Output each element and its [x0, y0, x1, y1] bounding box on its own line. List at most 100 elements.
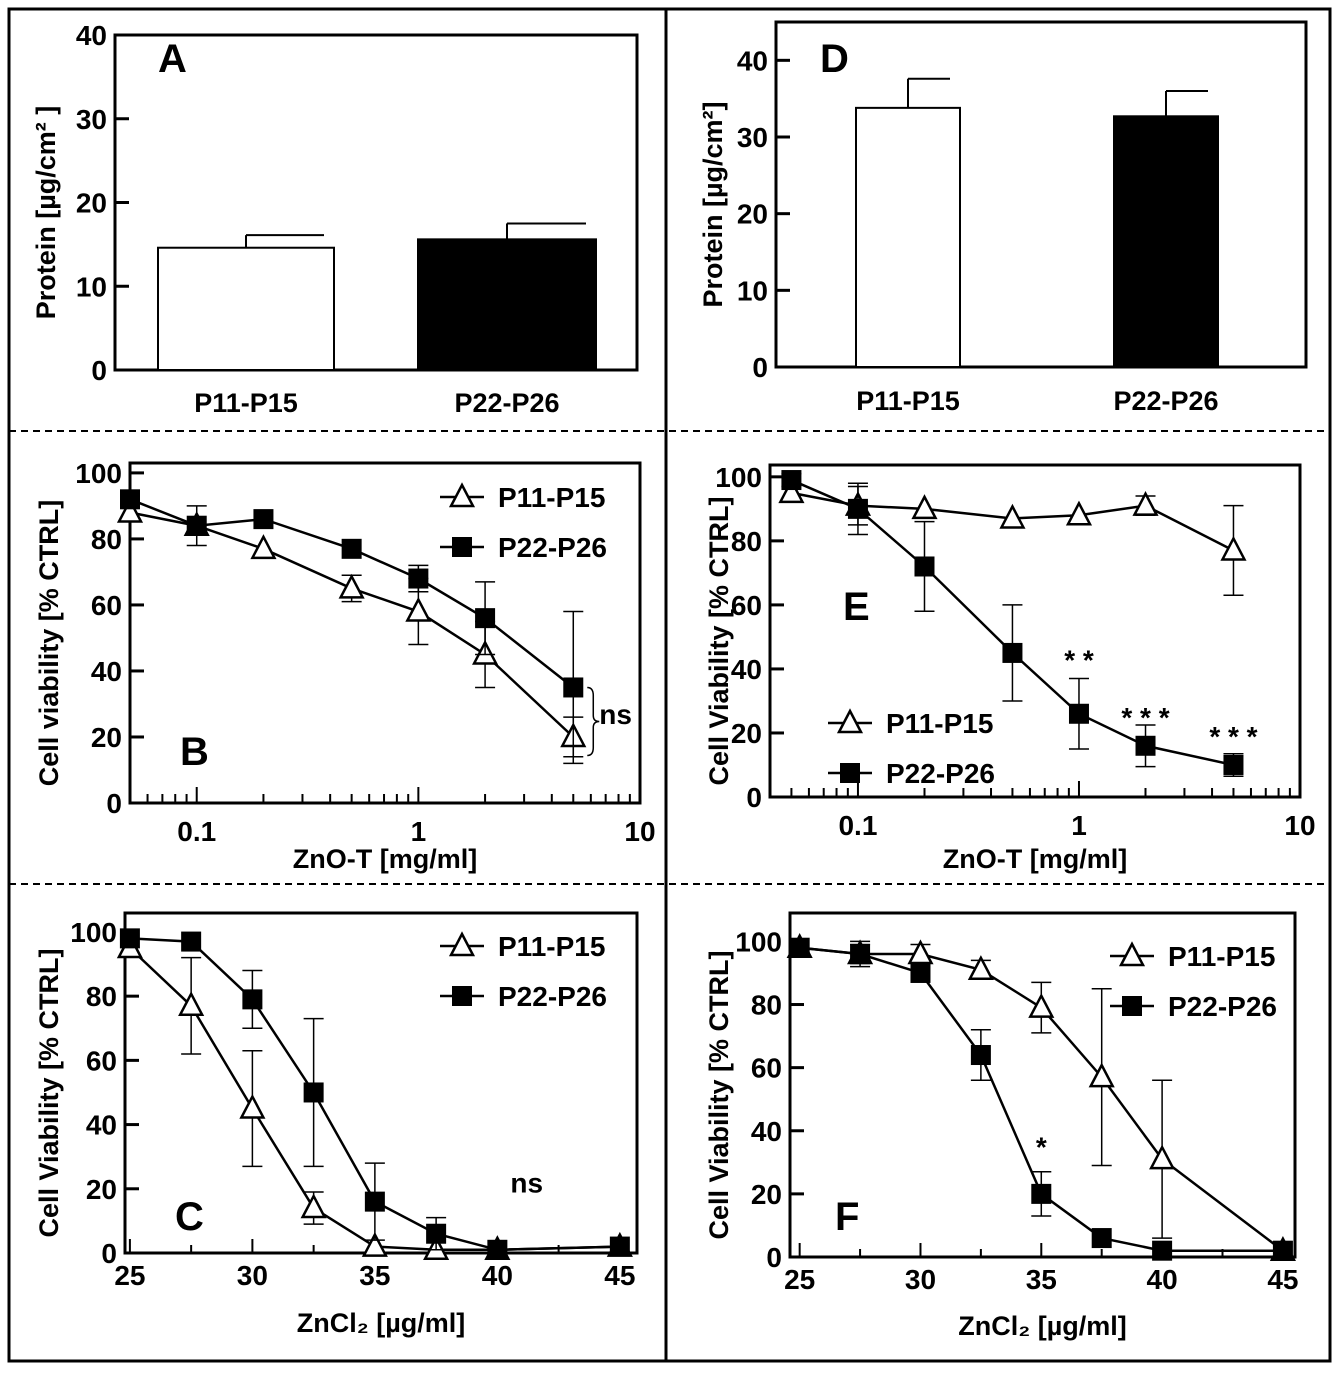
y-axis-label: Protein [µg/cm²] [698, 101, 728, 307]
data-point-square [120, 489, 140, 510]
series-line [799, 946, 1283, 1252]
x-tick-label: 40 [1147, 1264, 1178, 1295]
y-tick-label: 100 [75, 458, 122, 489]
y-tick-label: 40 [91, 656, 122, 687]
x-tick-label: 45 [604, 1260, 635, 1291]
data-point-triangle [250, 534, 277, 560]
bar [417, 238, 597, 371]
panel-letter: A [158, 37, 187, 81]
y-tick-label: 20 [91, 722, 122, 753]
data-point-triangle [778, 478, 805, 504]
y-tick-label: 20 [737, 199, 768, 230]
data-point-square [303, 1082, 324, 1103]
data-point-triangle [999, 503, 1026, 529]
data-point-square [1002, 642, 1023, 663]
x-axis-label: ZnO-T [mg/ml] [293, 844, 477, 874]
y-tick-label: 0 [752, 352, 768, 383]
y-tick-label: 40 [751, 1116, 782, 1147]
data-point-square [426, 1223, 447, 1244]
x-category-label: P22-P26 [454, 388, 559, 418]
y-tick-label: 10 [737, 275, 768, 306]
y-tick-label: 0 [101, 1238, 117, 1269]
data-point-triangle [1118, 941, 1146, 967]
data-point-square [253, 509, 274, 530]
data-point-square [181, 931, 202, 952]
y-axis-label: Cell Viability [% CTRL] [704, 496, 734, 785]
data-point-triangle [1149, 1144, 1176, 1170]
significance-bracket [587, 686, 600, 757]
data-point-triangle [911, 494, 938, 520]
y-tick-label: 100 [735, 926, 782, 957]
x-category-label: P22-P26 [1113, 386, 1218, 416]
y-tick-label: 80 [91, 524, 122, 555]
y-tick-label: 80 [751, 990, 782, 1021]
significance-annotation: * * * [1121, 702, 1169, 733]
plot-frame [774, 20, 1308, 369]
series-line [799, 946, 1284, 1252]
y-tick-label: 100 [70, 917, 117, 948]
data-point-square [1152, 1240, 1173, 1261]
y-tick-label: 60 [731, 590, 762, 621]
x-axis-label: ZnO-T [mg/ml] [943, 844, 1127, 874]
x-category-label: P11-P15 [856, 386, 960, 416]
legend-label: P11-P15 [498, 931, 605, 962]
y-tick-label: 40 [86, 1110, 117, 1141]
data-point-square [475, 608, 496, 629]
plot-frame [768, 463, 1302, 799]
data-point-square [609, 1236, 630, 1257]
data-point-triangle [178, 991, 205, 1017]
y-tick-label: 10 [76, 271, 107, 302]
y-tick-label: 60 [86, 1045, 117, 1076]
data-point-square [452, 537, 472, 557]
data-point-square [781, 470, 802, 491]
data-point-square [840, 763, 860, 783]
legend-label: P11-P15 [886, 708, 993, 739]
y-tick-label: 80 [731, 526, 762, 557]
data-point-square [487, 1239, 508, 1260]
bar [1113, 115, 1219, 368]
series-line [129, 937, 620, 1252]
y-tick-label: 0 [106, 788, 122, 819]
y-tick-label: 80 [86, 981, 117, 1012]
significance-annotation: ns [510, 1167, 543, 1198]
data-point-square [914, 556, 935, 577]
y-axis-label: Cell Viability [% CTRL] [704, 950, 734, 1239]
data-point-square [970, 1045, 991, 1066]
x-axis-label: ZnCl₂ [µg/ml] [958, 1311, 1127, 1341]
bar [157, 246, 335, 372]
legend-label: P22-P26 [498, 981, 607, 1012]
x-tick-label: 25 [784, 1264, 815, 1295]
panel-A: 0 10 20 30 40 Protein [µg/cm² ] A P11-P15 P22-P2… [31, 20, 639, 418]
significance-annotation: * [1036, 1132, 1047, 1163]
data-point-square [1031, 1183, 1052, 1204]
panel-letter: F [835, 1195, 859, 1239]
x-tick-label: 30 [237, 1260, 268, 1291]
data-point-square [452, 986, 472, 1006]
data-point-triangle [1065, 500, 1093, 526]
x-tick-label: 0.1 [177, 816, 216, 847]
y-tick-label: 40 [76, 20, 107, 51]
series-P22-P26 [119, 928, 630, 1260]
y-tick-label: 60 [91, 590, 122, 621]
y-tick-label: 40 [737, 45, 768, 76]
legend-label: P22-P26 [498, 532, 607, 563]
data-point-square [1223, 754, 1244, 775]
series-line [129, 947, 620, 1252]
y-axis-label: Cell viability [% CTRL] [34, 500, 64, 787]
x-tick-label: 25 [114, 1260, 145, 1291]
x-axis-label: ZnCl₂ [µg/ml] [297, 1308, 466, 1338]
data-point-square [186, 515, 207, 536]
data-point-triangle [361, 1231, 388, 1257]
data-point-triangle [1220, 535, 1247, 561]
y-tick-label: 20 [86, 1174, 117, 1205]
x-tick-label: 1 [411, 816, 427, 847]
panel-letter: B [180, 730, 209, 774]
significance-annotation: * * * [1209, 721, 1257, 752]
data-point-triangle [338, 573, 365, 599]
data-point-square [1122, 996, 1142, 1016]
data-point-square [1068, 703, 1089, 724]
data-point-square [242, 989, 263, 1010]
series-P11-P15 [778, 478, 1247, 597]
